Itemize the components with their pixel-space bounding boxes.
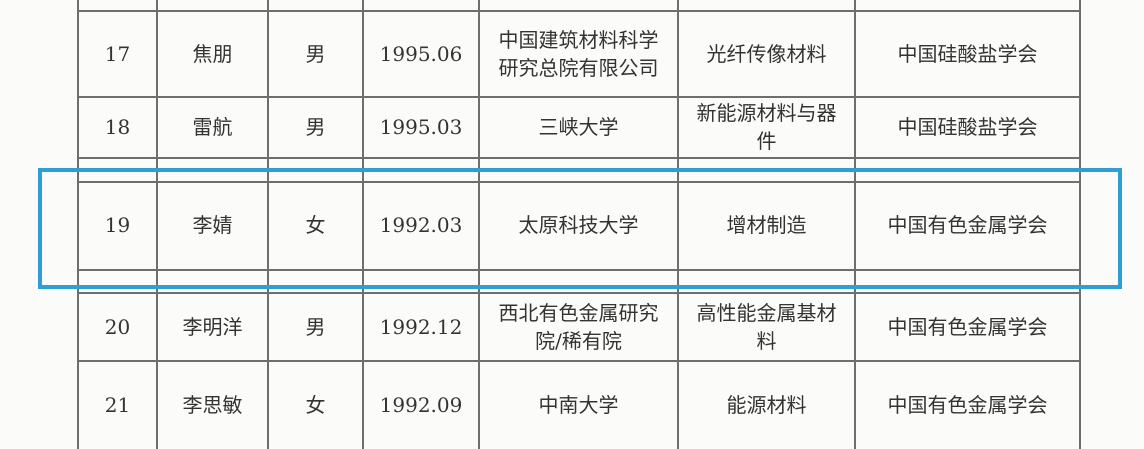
cell-institution: 中南大学 (538, 392, 619, 417)
cell-name: 焦朋 (192, 41, 233, 66)
cell-institution: 中国建筑材料科学 研究总院有限公司 (498, 27, 659, 80)
grid-hline (78, 10, 1081, 12)
grid-hline (78, 157, 1081, 159)
cell-birth-date: 1992.03 (379, 213, 463, 238)
cell-field: 增材制造 (726, 213, 807, 238)
cell-serial: 18 (104, 114, 131, 139)
cell-field: 新能源材料与器 件 (696, 100, 837, 153)
cell-gender: 女 (305, 392, 326, 417)
cell-society: 中国有色金属学会 (887, 213, 1048, 238)
cell-serial: 20 (104, 314, 131, 339)
cell-field: 高性能金属基材 料 (696, 300, 837, 353)
grid-vline (362, 0, 364, 449)
grid-vline (854, 0, 856, 449)
cell-field: 能源材料 (726, 392, 807, 417)
cell-society: 中国硅酸盐学会 (897, 114, 1038, 139)
cell-institution: 西北有色金属研究 院/稀有院 (498, 300, 659, 353)
grid-hline (78, 269, 1081, 271)
cell-society: 中国有色金属学会 (887, 392, 1048, 417)
cell-gender: 男 (305, 314, 326, 339)
cell-gender: 女 (305, 213, 326, 238)
row-highlight-box (38, 168, 1122, 289)
cell-serial: 19 (104, 213, 131, 238)
grid-hline (78, 360, 1081, 362)
grid-vline (77, 0, 79, 449)
grid-vline (267, 0, 269, 449)
grid-vline (156, 0, 158, 449)
cell-gender: 男 (305, 41, 326, 66)
cell-field: 光纤传像材料 (706, 41, 827, 66)
cell-birth-date: 1995.06 (379, 41, 463, 66)
grid-hline (78, 292, 1081, 294)
cell-name: 李明洋 (182, 314, 243, 339)
grid-hline (78, 96, 1081, 98)
grid-vline (677, 0, 679, 449)
cell-birth-date: 1992.09 (379, 392, 463, 417)
cell-serial: 17 (104, 41, 131, 66)
cell-institution: 太原科技大学 (518, 213, 639, 238)
cell-gender: 男 (305, 114, 326, 139)
cell-institution: 三峡大学 (538, 114, 619, 139)
cell-society: 中国硅酸盐学会 (897, 41, 1038, 66)
cell-name: 李婧 (192, 213, 233, 238)
cell-birth-date: 1995.03 (379, 114, 463, 139)
grid-vline (1079, 0, 1081, 449)
cell-serial: 21 (104, 392, 131, 417)
grid-vline (478, 0, 480, 449)
cell-birth-date: 1992.12 (379, 314, 463, 339)
cell-name: 雷航 (192, 114, 233, 139)
grid-hline (78, 181, 1081, 183)
cell-society: 中国有色金属学会 (887, 314, 1048, 339)
cell-name: 李思敏 (182, 392, 243, 417)
